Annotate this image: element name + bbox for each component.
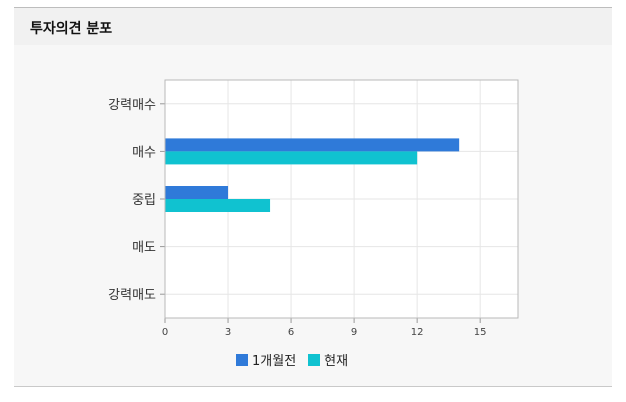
bar-prev-2 — [165, 186, 229, 199]
bar-curr-1 — [165, 151, 418, 165]
legend-item-curr[interactable]: 현재 — [308, 350, 348, 369]
x-tick-label: 6 — [288, 327, 294, 338]
y-tick-label: 강력매도 — [108, 288, 156, 303]
x-tick-label: 0 — [162, 327, 168, 338]
bar-prev-1 — [165, 138, 460, 152]
x-tick-label: 3 — [225, 327, 231, 338]
x-tick-label: 15 — [474, 327, 487, 338]
chart-legend: 1개월전 현재 — [236, 350, 348, 369]
legend-swatch-curr — [308, 353, 321, 366]
y-tick-label: 매수 — [132, 145, 156, 160]
bar-curr-2 — [165, 199, 271, 212]
panel-header: 투자의견 분포 — [14, 8, 612, 45]
legend-label-prev: 1개월전 — [252, 354, 297, 369]
legend-label-curr: 현재 — [324, 354, 349, 369]
plot-border — [164, 79, 519, 319]
x-tick-label: 12 — [411, 327, 424, 338]
legend-swatch-prev — [236, 353, 248, 366]
y-tick-label: 중립 — [132, 193, 156, 208]
legend-item-prev[interactable]: 1개월전 — [236, 350, 296, 369]
y-tick-label: 매도 — [132, 241, 156, 256]
panel-title: 투자의견 분포 — [30, 21, 113, 37]
y-tick-label: 강력매수 — [108, 98, 156, 113]
x-tick-label: 9 — [351, 327, 357, 338]
